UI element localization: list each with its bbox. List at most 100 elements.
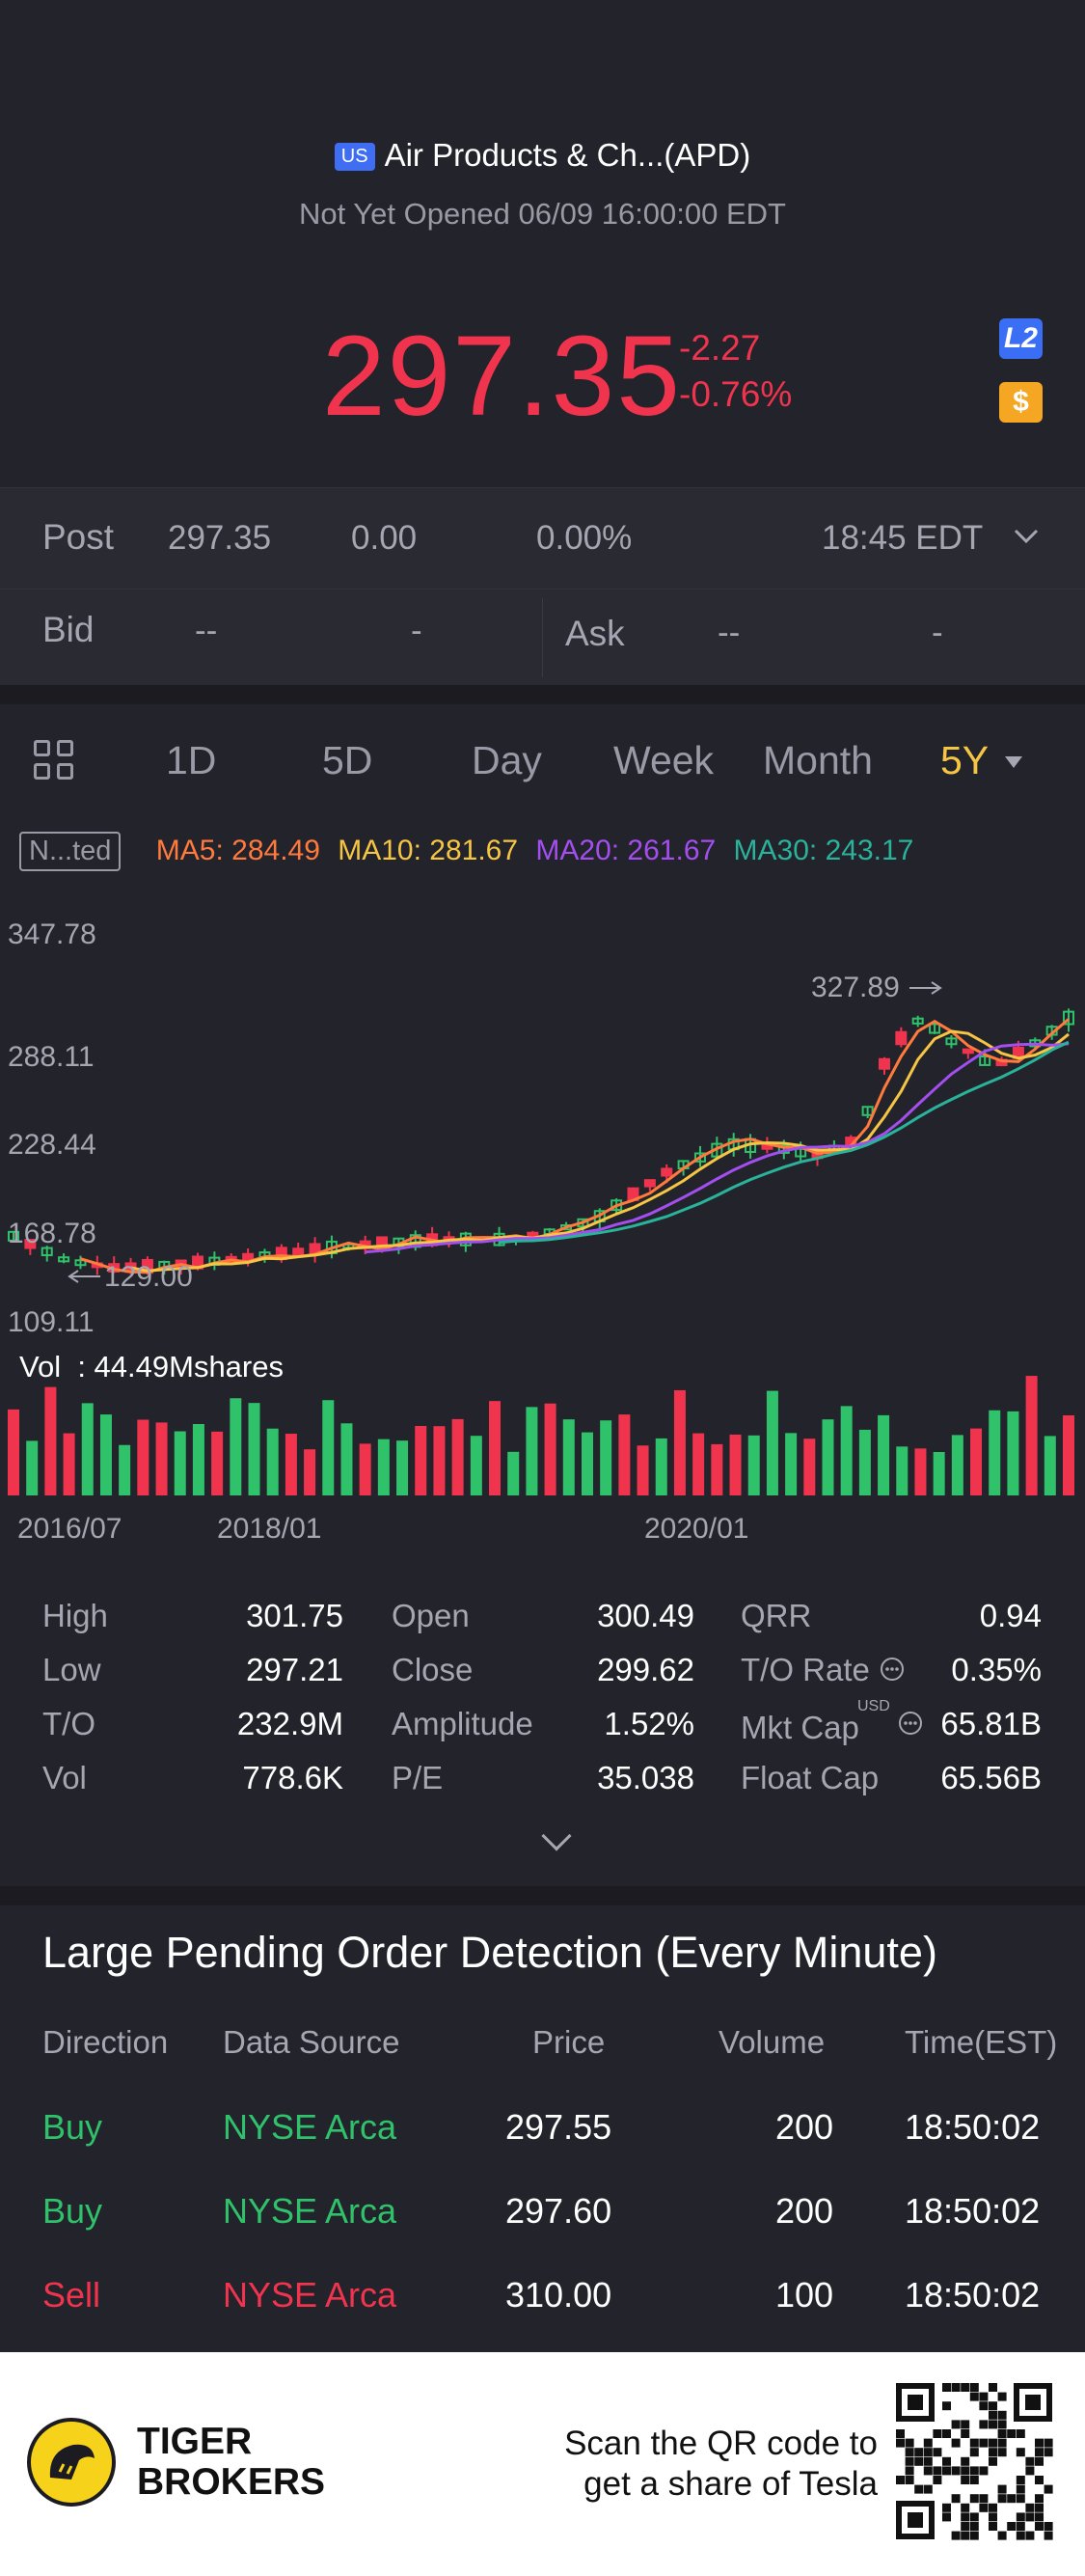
qr-module [942,2383,951,2392]
tab-week[interactable]: Week [613,738,715,782]
row2-time: 18:50:02 [905,2191,1041,2231]
y-tick-1: 347.78 [8,918,96,950]
qr-module [923,2456,933,2466]
qr-module [923,2438,933,2448]
volume-bar [8,1409,19,1495]
info-icon[interactable] [897,1710,924,1737]
qr-module [961,2476,970,2484]
high-label: High [42,1598,108,1633]
qr-module [933,2476,942,2484]
candle-body [74,1259,87,1267]
post-time[interactable]: 18:45 EDT [822,519,984,557]
post-change-pct: 0.00% [536,519,633,557]
volume-bar [970,1428,983,1495]
qr-module [989,2522,997,2531]
adjust-badge[interactable]: N...ted [19,832,122,871]
row3-volume: 100 [775,2275,834,2315]
qr-module [997,2494,1007,2504]
candlestick-chart[interactable]: 347.78 288.11 228.44 168.78 109.11 327.8… [0,897,1085,1553]
candle-body [962,1048,974,1055]
qr-module [969,2438,979,2448]
low-value: 297.21 [246,1652,343,1687]
candle-body [643,1179,656,1188]
volume-bar [396,1440,409,1495]
qr-module [942,2503,951,2512]
turnover-rate-label: T/O Rate [741,1652,870,1687]
volume-bar [155,1422,168,1495]
qr-module [997,2531,1007,2540]
tab-month[interactable]: Month [763,738,873,782]
turnover-rate-value: 0.35% [951,1652,1042,1687]
qr-module [989,2512,997,2522]
info-icon[interactable] [879,1656,906,1683]
tab-1d[interactable]: 1D [166,738,217,782]
y-tick-2: 288.11 [8,1041,95,1073]
row3-direction: Sell [42,2275,101,2315]
qr-module [942,2401,951,2411]
volume-bar [600,1420,612,1495]
float-cap-value: 65.56B [940,1760,1042,1795]
ma-lines-group [80,1018,1070,1274]
qr-module [961,2383,970,2392]
qr-module [989,2438,997,2448]
qr-module [997,2420,1007,2429]
post-market-row[interactable] [0,487,1085,589]
candle-body [41,1247,53,1257]
low-label: Low [42,1652,101,1687]
volume-bar [81,1403,94,1495]
row2-price: 297.60 [505,2191,612,2231]
pe-label: P/E [392,1760,444,1795]
qr-module [905,2476,914,2484]
tab-5d[interactable]: 5D [322,738,373,782]
chevron-down-icon[interactable] [1013,527,1040,546]
qr-module [914,2456,924,2466]
qr-module [1044,2438,1053,2448]
row3-price: 310.00 [505,2275,612,2315]
ask-label: Ask [565,614,625,653]
volume-bar [433,1426,446,1495]
qr-module [969,2392,979,2401]
qr-module [942,2512,951,2522]
qr-module [933,2466,942,2476]
y-tick-5: 109.11 [8,1306,95,1338]
qr-module [914,2448,924,2457]
qr-module [905,2438,914,2448]
tiger-logo-icon [27,2418,116,2507]
brand-line2: BROKERS [137,2461,326,2503]
triangle-down-icon[interactable] [1003,754,1024,770]
qr-module [1025,2503,1035,2512]
post-change: 0.00 [351,519,418,557]
volume-bar [119,1444,131,1495]
candle-body [1063,1010,1074,1026]
ma10-value: MA10: 281.67 [338,835,519,866]
qr-module [979,2392,989,2401]
level2-icon[interactable]: L2 [999,318,1043,359]
price-change-pct: -0.76% [679,374,793,414]
grid-icon[interactable] [34,740,76,782]
qr-module [905,2448,914,2457]
volume-bar [785,1433,798,1495]
qr-module [1044,2484,1053,2494]
qr-module [969,2383,979,2392]
qr-module [969,2476,979,2484]
ma5-value: MA5: 284.49 [155,835,320,866]
volume-bars-group [8,1376,1074,1495]
dollar-icon[interactable]: $ [999,382,1043,423]
qr-module [969,2531,979,2540]
volume-bar [1025,1376,1038,1495]
last-price: 297.35 [322,313,682,440]
row3-time: 18:50:02 [905,2275,1041,2315]
qrr-label: QRR [741,1598,812,1633]
qr-module [979,2494,989,2504]
row2-source: NYSE Arca [223,2191,397,2231]
volume-bar [526,1407,538,1495]
period-tabs [0,704,1085,820]
stock-title: US Air Products & Ch...(APD) [0,137,1085,174]
tab-day[interactable]: Day [472,738,542,782]
tab-5y[interactable]: 5Y [940,738,990,782]
qr-module [951,2383,961,2392]
candle-body [861,1106,874,1116]
qr-module [1016,2484,1025,2494]
qr-module [961,2503,970,2512]
volume-bar [507,1451,520,1495]
